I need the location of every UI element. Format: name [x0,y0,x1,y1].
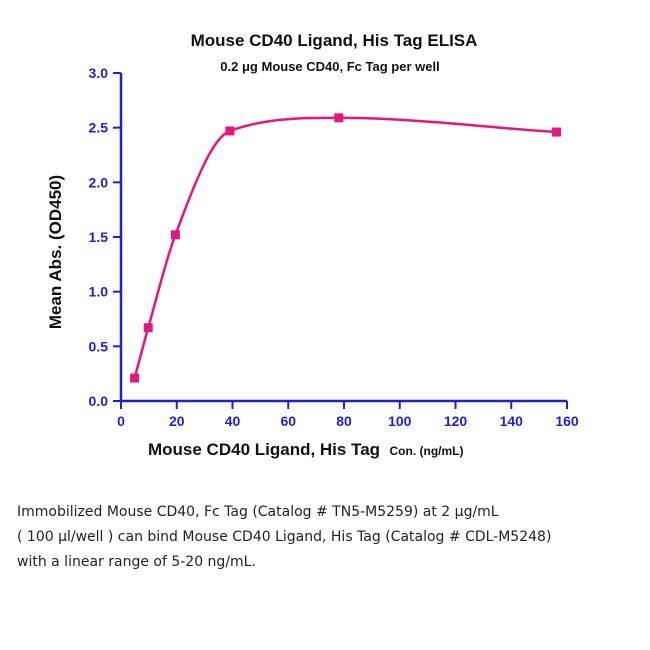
data-point [170,230,180,240]
x-axis-label-main: Mouse CD40 Ligand, His Tag [148,440,380,459]
x-tick-label: 160 [555,413,579,429]
data-point [130,373,140,383]
data-point [552,127,562,137]
x-axis-label-units: Con. (ng/mL) [390,444,464,458]
figure-caption: Immobilized Mouse CD40, Fc Tag (Catalog … [17,500,637,575]
y-tick-label: 0.0 [89,393,109,409]
x-axis-label: Mouse CD40 Ligand, His Tag Con. (ng/mL) [148,440,464,459]
data-point [225,126,235,136]
y-axis-label: Mean Abs. (OD450) [46,175,65,329]
x-tick-label: 20 [169,413,185,429]
x-tick-label: 0 [117,413,125,429]
chart-title: Mouse CD40 Ligand, His Tag ELISA [191,31,478,50]
chart-subtitle: 0.2 μg Mouse CD40, Fc Tag per well [220,59,439,74]
data-point [143,323,153,333]
elisa-chart: Mouse CD40 Ligand, His Tag ELISA 0.2 μg … [46,31,579,459]
x-axis-ticks: 0 20 40 60 80 100 120 140 160 [117,401,579,429]
x-tick-label: 120 [444,413,468,429]
plot-area [130,113,562,383]
y-tick-label: 1.5 [89,229,109,245]
y-axis-ticks: 0.0 0.5 1.0 1.5 2.0 2.5 3.0 [89,65,121,409]
y-tick-label: 3.0 [89,65,109,81]
y-tick-label: 2.0 [89,174,109,190]
x-tick-label: 100 [388,413,412,429]
x-tick-label: 140 [500,413,524,429]
caption-line-2: ( 100 μl/well ) can bind Mouse CD40 Liga… [17,529,552,545]
axes [119,73,567,403]
caption-line-1: Immobilized Mouse CD40, Fc Tag (Catalog … [17,504,499,520]
x-tick-label: 80 [336,413,352,429]
x-tick-label: 40 [225,413,241,429]
y-tick-label: 0.5 [89,338,109,354]
fit-curve [133,116,557,379]
y-tick-label: 2.5 [89,120,109,136]
x-tick-label: 60 [280,413,296,429]
y-tick-label: 1.0 [89,284,109,300]
data-point [334,113,344,123]
caption-line-3: with a linear range of 5-20 ng/mL. [17,554,256,570]
